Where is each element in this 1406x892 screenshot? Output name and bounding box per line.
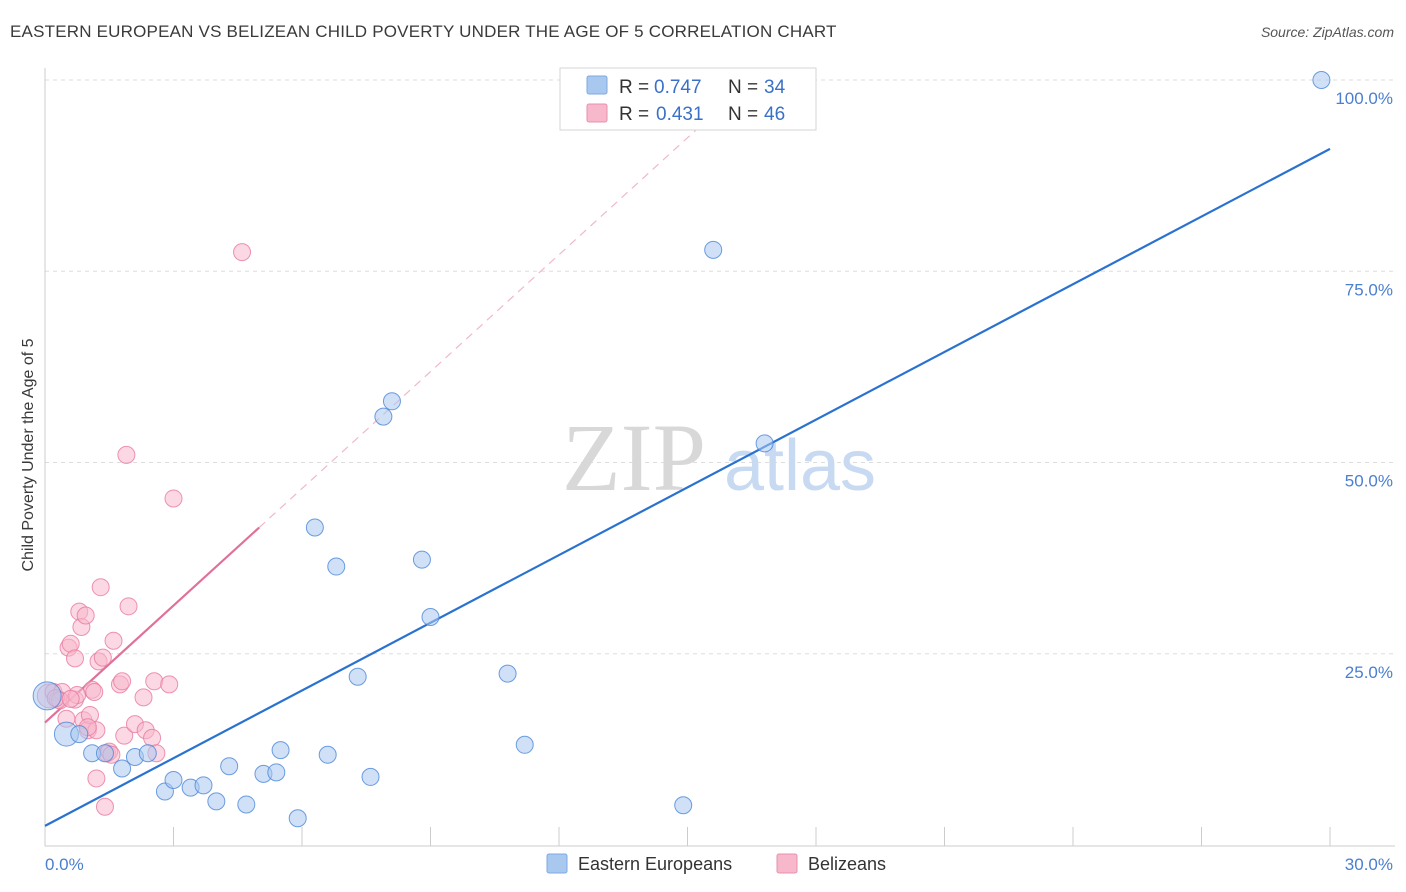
axes	[44, 68, 1395, 847]
trend-line-dashed-1	[258, 117, 710, 528]
data-point-eastern	[70, 725, 89, 744]
series-legend-eastern: Eastern Europeans	[578, 854, 732, 874]
data-point-eastern	[237, 795, 256, 814]
legend-r-label-2: R =	[619, 104, 649, 125]
data-point-eastern	[164, 770, 183, 789]
data-point-eastern	[95, 744, 114, 763]
data-point-eastern	[305, 518, 324, 537]
data-point-eastern	[138, 744, 157, 763]
data-point-belizean	[115, 726, 134, 745]
data-point-eastern	[220, 757, 239, 776]
data-point-eastern	[674, 796, 693, 815]
data-point-belizean	[61, 689, 80, 708]
y-tick-label: 100.0%	[1335, 89, 1393, 108]
legend-r-value-2: 0.431	[656, 104, 704, 125]
data-point-belizean	[160, 675, 179, 694]
data-point-eastern	[421, 608, 440, 627]
data-point-belizean	[95, 797, 114, 816]
y-axis-label: Child Poverty Under the Age of 5	[20, 338, 37, 571]
source-credit: Source: ZipAtlas.com	[1260, 24, 1394, 40]
data-point-eastern	[207, 792, 226, 811]
legend-r-label-1: R =	[619, 77, 649, 98]
data-point-eastern	[318, 745, 337, 764]
data-point-eastern	[348, 667, 367, 686]
data-point-eastern	[361, 767, 380, 786]
data-point-belizean	[93, 648, 112, 667]
legend-n-label-1: N =	[728, 77, 758, 98]
data-point-belizean	[85, 683, 104, 701]
data-point-eastern	[32, 681, 62, 711]
data-point-belizean	[233, 243, 252, 262]
x-tick-label: 0.0%	[45, 855, 84, 874]
data-point-belizean	[65, 649, 84, 668]
series-legend: Eastern Europeans Belizeans	[546, 853, 886, 874]
trend-line-0	[44, 147, 1331, 827]
data-point-belizean	[119, 597, 138, 616]
legend-r-value-1: 0.747	[654, 77, 702, 98]
data-point-eastern	[271, 741, 290, 760]
data-point-belizean	[164, 489, 183, 508]
data-point-eastern	[755, 434, 774, 453]
data-point-belizean	[145, 672, 164, 691]
data-point-eastern	[267, 763, 286, 782]
y-tick-label: 75.0%	[1345, 280, 1393, 299]
legend-n-value-1: 34	[764, 77, 786, 98]
data-point-belizean	[143, 728, 162, 747]
data-point-eastern	[515, 735, 534, 754]
y-tick-labels: 100.0% 75.0% 50.0% 25.0%	[1335, 89, 1393, 682]
x-tick-label: 30.0%	[1345, 855, 1393, 874]
data-points	[32, 71, 1331, 828]
data-point-belizean	[134, 688, 153, 707]
data-point-belizean	[91, 578, 110, 597]
data-point-belizean	[104, 631, 123, 650]
data-point-eastern	[288, 809, 307, 828]
watermark-atlas: atlas	[724, 426, 876, 506]
data-point-eastern	[194, 776, 213, 795]
data-point-eastern	[412, 550, 431, 569]
series-legend-swatch-eastern	[546, 853, 568, 874]
gridlines	[45, 79, 1395, 655]
watermark-zip: ZIP	[562, 404, 706, 511]
x-tick-labels: 0.0% 30.0%	[45, 855, 1393, 874]
data-point-belizean	[76, 606, 95, 625]
legend-n-label-2: N =	[728, 104, 758, 125]
data-point-eastern	[498, 664, 517, 683]
data-point-belizean	[113, 672, 132, 691]
data-point-eastern	[382, 392, 401, 411]
legend-swatch-eastern	[586, 75, 608, 95]
data-point-eastern	[327, 557, 346, 576]
data-point-eastern	[704, 240, 723, 259]
series-legend-belizean: Belizeans	[808, 854, 886, 874]
y-tick-label: 50.0%	[1345, 472, 1393, 491]
data-point-eastern	[113, 759, 132, 778]
data-point-eastern	[374, 407, 393, 426]
y-tick-label: 25.0%	[1345, 663, 1393, 682]
series-legend-swatch-belizean	[776, 853, 798, 874]
legend-n-value-2: 46	[764, 104, 785, 125]
legend-swatch-belizean	[586, 103, 608, 123]
chart-title: EASTERN EUROPEAN VS BELIZEAN CHILD POVER…	[10, 22, 837, 41]
data-point-belizean	[117, 445, 136, 464]
data-point-eastern	[1312, 71, 1331, 89]
data-point-belizean	[87, 769, 106, 788]
correlation-legend: R = 0.747 N = 34 R = 0.431 N = 46	[559, 67, 817, 131]
